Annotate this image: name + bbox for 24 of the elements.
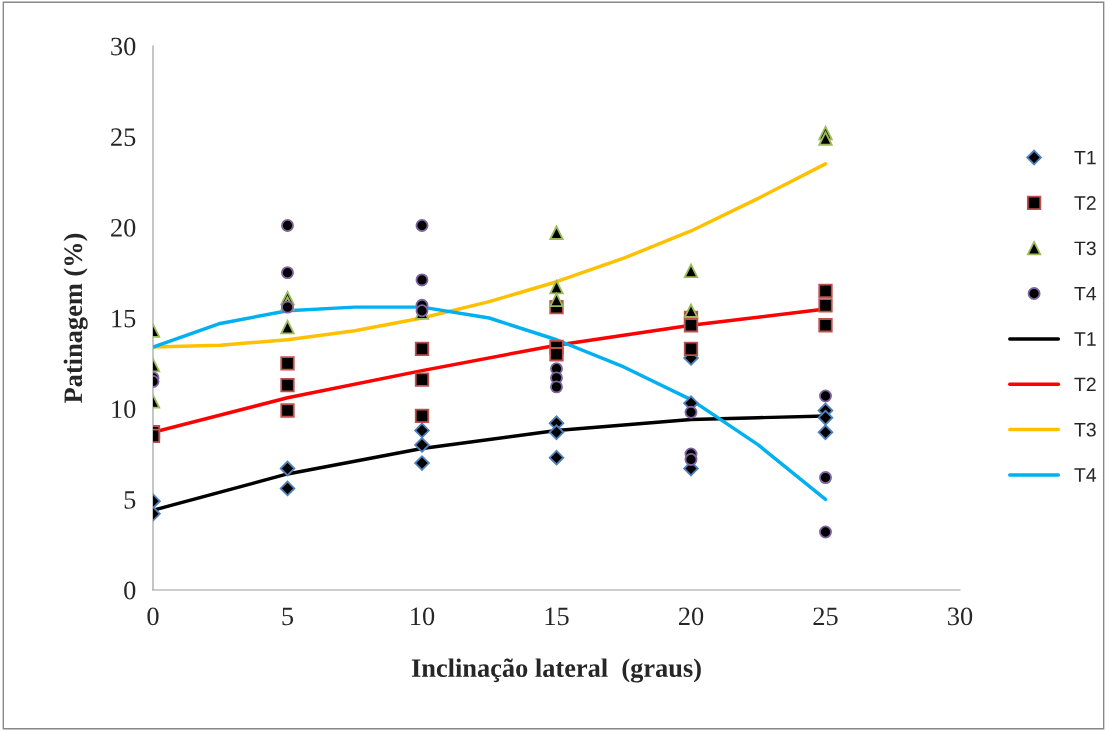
legend-label: T2 [1074,377,1096,392]
y-tick-label: 0 [124,581,136,600]
x-tick-label: 10 [411,607,435,626]
y-tick-label: 20 [111,218,136,237]
x-tick-label: 25 [813,607,838,626]
legend-label: T1 [1074,150,1096,165]
legend-label: T4 [1074,286,1097,301]
x-tick-label: 15 [545,607,569,626]
x-axis-title: Inclinação lateral (graus) [411,658,701,683]
legend-label: T3 [1074,422,1096,437]
y-tick-label: 30 [111,37,136,56]
y-tick-label: 15 [112,309,136,328]
x-tick-label: 20 [678,607,704,626]
x-tick-label: 0 [147,607,159,626]
x-tick-label: 5 [282,607,294,626]
legend-label: T1 [1074,332,1096,346]
y-tick-label: 10 [112,400,136,419]
legend-label: T4 [1074,468,1097,482]
y-tick-label: 25 [111,128,136,147]
x-tick-label: 30 [948,607,973,626]
y-tick-label: 5 [124,491,136,509]
legend-label: T2 [1074,196,1096,210]
y-axis-title: Patinagem (%) [63,233,88,403]
legend-label: T3 [1074,241,1096,256]
